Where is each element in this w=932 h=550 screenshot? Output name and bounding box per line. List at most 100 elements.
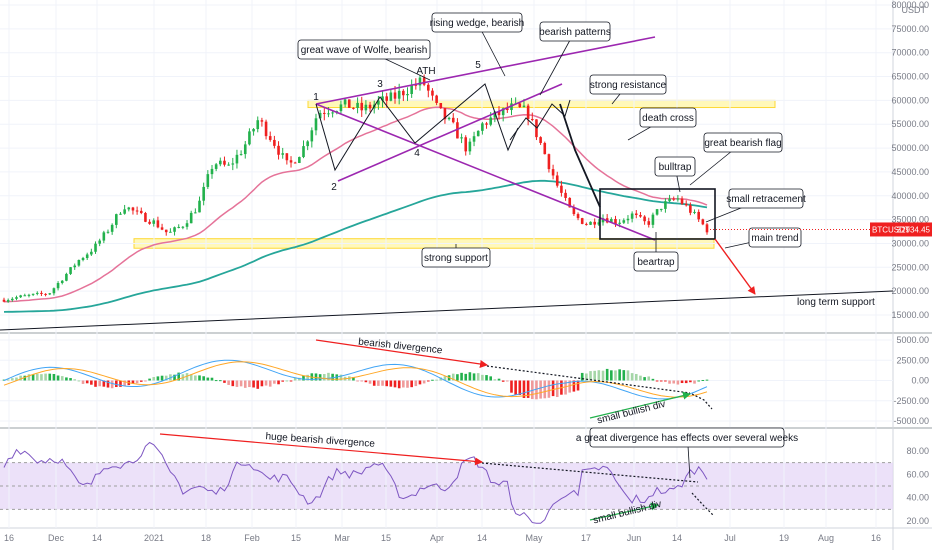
candle-body-134 <box>560 185 563 193</box>
currency-label: USDT <box>902 5 927 15</box>
symbol-tag: BTCUSDT <box>872 225 910 234</box>
macd-bar-33 <box>139 380 143 382</box>
price-tag: 32934.45 <box>897 225 931 234</box>
candle-body-68 <box>285 153 289 161</box>
candle-body-125 <box>522 105 526 108</box>
macd-bar-67 <box>281 380 285 382</box>
macd-bar-131 <box>547 380 551 398</box>
macd-bar-65 <box>273 380 276 384</box>
macd-bar-105 <box>439 377 443 381</box>
candle-body-78 <box>327 113 330 115</box>
callout-bearish-patterns-leader <box>539 30 576 96</box>
price-tick-0: 15000.00 <box>891 310 929 320</box>
rsi-tick-1: 60.00 <box>906 469 929 479</box>
candle-body-95 <box>397 90 401 99</box>
callout-main-trend-text: main trend <box>751 233 798 244</box>
candle-body-8 <box>35 292 39 294</box>
candle-body-46 <box>194 212 197 214</box>
candle-body-9 <box>40 292 43 294</box>
callout-great-divergence-box <box>589 427 785 448</box>
macd-bar-19 <box>81 380 85 384</box>
candle-body-56 <box>235 154 239 164</box>
callout-death-cross-text: death cross <box>642 113 694 124</box>
macd-bar-53 <box>223 380 226 383</box>
macd-bar-64 <box>268 380 272 387</box>
macd-bar-36 <box>152 377 156 381</box>
macd-bar-81 <box>339 374 343 381</box>
candle-body-22 <box>94 243 97 252</box>
candle-body-149 <box>622 220 626 223</box>
macd-bar-86 <box>360 380 364 382</box>
macd-bar-87 <box>364 380 368 383</box>
macd-bar-77 <box>323 374 326 381</box>
macd-bar-16 <box>69 378 72 381</box>
macd-bar-165 <box>689 380 692 383</box>
price-tick-1: 20000.00 <box>891 286 929 296</box>
macd-bar-42 <box>177 372 181 381</box>
candle-body-34 <box>144 212 147 222</box>
callout-strong-resistance-box <box>589 74 667 95</box>
macd-bar-57 <box>239 380 243 387</box>
candle-body-166 <box>693 211 696 213</box>
candle-body-146 <box>610 219 613 223</box>
macd-bar-129 <box>539 380 542 399</box>
macd-bar-72 <box>302 375 305 381</box>
macd-bar-154 <box>643 377 646 381</box>
candle-body-132 <box>551 169 555 176</box>
candle-body-110 <box>460 137 463 139</box>
macd-bar-110 <box>460 372 463 381</box>
callout-great-divergence-text: a great divergence has effects over seve… <box>576 433 798 444</box>
candle-body-25 <box>106 231 110 233</box>
candle-body-102 <box>426 84 430 91</box>
candle-body-86 <box>360 102 364 111</box>
callout-great-divergence-leader <box>687 445 691 479</box>
candle-body-0 <box>2 299 6 302</box>
macd-bar-68 <box>285 380 289 382</box>
x-tick-10: 14 <box>477 533 487 543</box>
candle-body-113 <box>472 136 476 142</box>
macd-bar-132 <box>551 380 555 397</box>
macd-bar-1 <box>6 379 10 381</box>
macd-bar-29 <box>123 380 126 387</box>
macd-projection <box>691 393 713 410</box>
macd-bar-52 <box>219 380 222 382</box>
macd-bar-114 <box>476 373 480 381</box>
macd-bar-108 <box>451 373 455 381</box>
macd-bar-27 <box>115 380 118 388</box>
macd-bar-26 <box>110 380 114 389</box>
candle-body-130 <box>543 142 547 155</box>
wave-path <box>315 83 519 172</box>
candle-body-131 <box>547 154 551 170</box>
rsi-projection <box>691 492 715 517</box>
x-tick-4: 18 <box>201 533 211 543</box>
x-tick-12: 17 <box>581 533 591 543</box>
x-tick-16: 19 <box>779 533 789 543</box>
macd-bar-157 <box>655 380 659 382</box>
macd-bar-152 <box>634 373 638 381</box>
macd-bar-49 <box>206 377 210 381</box>
candle-body-111 <box>464 137 468 152</box>
candle-body-137 <box>572 207 576 215</box>
candle-body-100 <box>418 77 422 86</box>
candle-body-104 <box>435 95 438 103</box>
x-tick-18: 16 <box>871 533 881 543</box>
macd-bar-5 <box>23 375 27 381</box>
macd-bar-12 <box>52 373 56 381</box>
candle-body-160 <box>668 198 671 202</box>
candle-body-115 <box>481 123 484 131</box>
candle-body-5 <box>23 295 27 297</box>
x-tick-5: Feb <box>244 533 260 543</box>
macd-divergence-extension <box>486 365 691 394</box>
macd-bar-130 <box>543 380 547 399</box>
macd-line <box>3 359 708 400</box>
macd-bar-155 <box>647 376 651 381</box>
macd-bar-162 <box>676 380 680 385</box>
candle-body-29 <box>123 209 126 214</box>
candle-body-43 <box>181 226 185 228</box>
price-tick-4: 35000.00 <box>891 215 929 225</box>
wave-label-0: 1 <box>313 92 319 103</box>
candle-body-33 <box>139 210 143 213</box>
rsi-tick-3: 20.00 <box>906 516 929 526</box>
candle-body-112 <box>468 141 472 152</box>
